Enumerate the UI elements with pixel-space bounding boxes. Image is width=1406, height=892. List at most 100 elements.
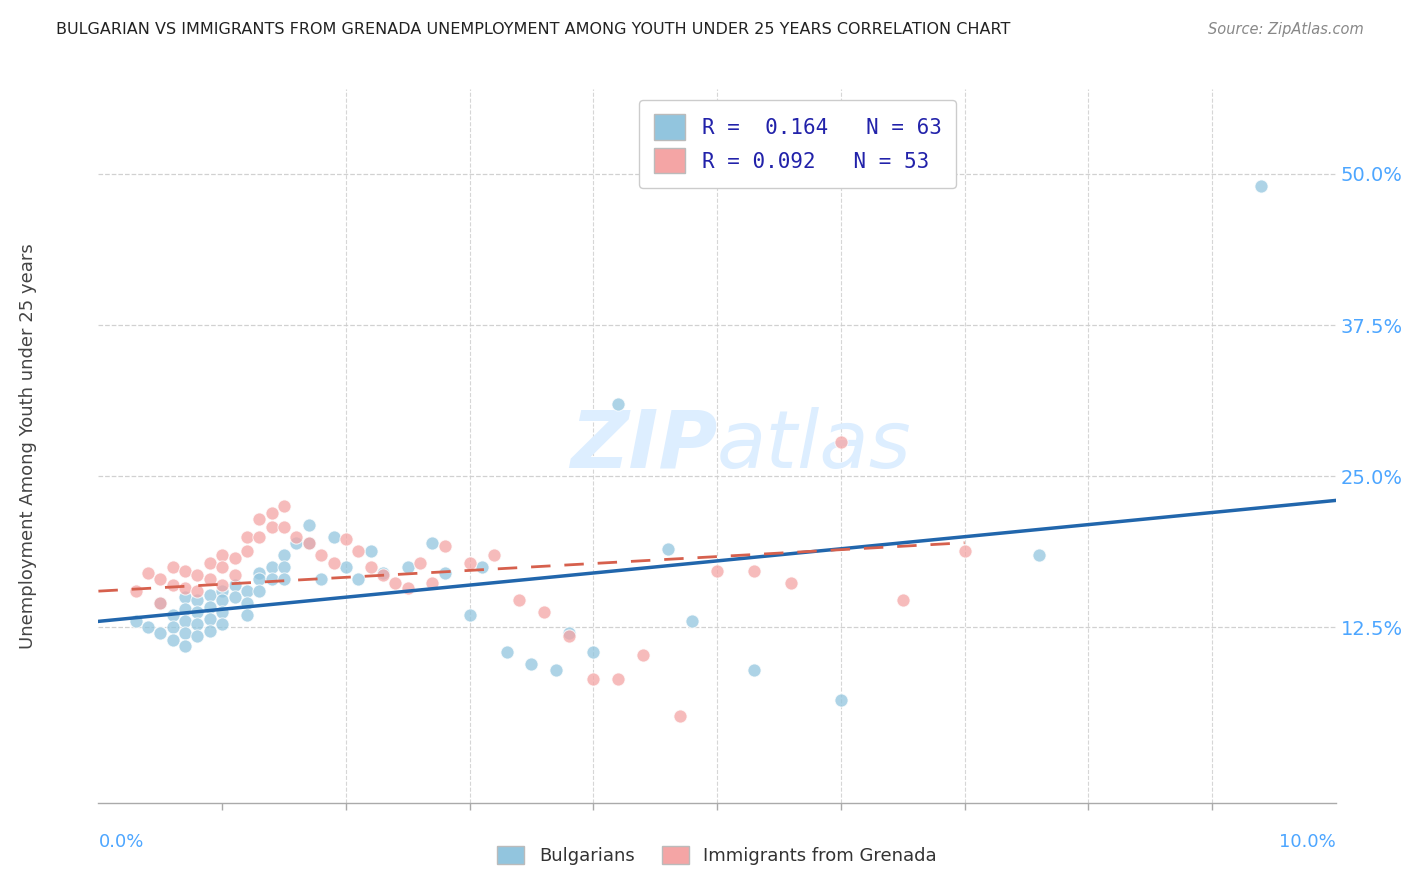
Text: 0.0%: 0.0%: [98, 833, 143, 851]
Point: [236, 530, 259, 544]
Point: [322, 530, 344, 544]
Point: [174, 581, 197, 595]
Point: [471, 560, 494, 574]
Point: [285, 530, 308, 544]
Point: [396, 581, 419, 595]
Point: [174, 626, 197, 640]
Point: [273, 500, 295, 514]
Point: [582, 645, 605, 659]
Point: [557, 629, 579, 643]
Point: [174, 639, 197, 653]
Point: [174, 602, 197, 616]
Point: [371, 568, 394, 582]
Point: [211, 584, 233, 599]
Text: BULGARIAN VS IMMIGRANTS FROM GRENADA UNEMPLOYMENT AMONG YOUTH UNDER 25 YEARS COR: BULGARIAN VS IMMIGRANTS FROM GRENADA UNE…: [56, 22, 1011, 37]
Point: [247, 511, 270, 525]
Text: Unemployment Among Youth under 25 years: Unemployment Among Youth under 25 years: [20, 244, 37, 648]
Point: [742, 564, 765, 578]
Point: [260, 572, 283, 586]
Point: [124, 615, 146, 629]
Point: [309, 548, 332, 562]
Point: [186, 568, 208, 582]
Point: [136, 566, 159, 580]
Point: [508, 592, 530, 607]
Point: [186, 629, 208, 643]
Point: [247, 566, 270, 580]
Text: ZIP: ZIP: [569, 407, 717, 485]
Point: [224, 590, 246, 604]
Point: [211, 548, 233, 562]
Point: [198, 588, 221, 602]
Point: [742, 663, 765, 677]
Point: [174, 615, 197, 629]
Point: [186, 592, 208, 607]
Point: [360, 560, 382, 574]
Point: [273, 520, 295, 534]
Point: [211, 578, 233, 592]
Point: [224, 578, 246, 592]
Point: [224, 568, 246, 582]
Point: [247, 530, 270, 544]
Point: [706, 564, 728, 578]
Point: [211, 616, 233, 631]
Point: [298, 535, 321, 549]
Point: [1250, 178, 1272, 193]
Point: [458, 557, 481, 571]
Point: [360, 544, 382, 558]
Point: [162, 608, 184, 623]
Point: [149, 596, 172, 610]
Point: [186, 616, 208, 631]
Point: [186, 605, 208, 619]
Point: [149, 596, 172, 610]
Point: [335, 532, 357, 546]
Point: [186, 584, 208, 599]
Text: atlas: atlas: [717, 407, 912, 485]
Point: [1028, 548, 1050, 562]
Point: [236, 544, 259, 558]
Point: [780, 575, 803, 590]
Point: [174, 564, 197, 578]
Point: [322, 557, 344, 571]
Point: [422, 575, 444, 590]
Point: [433, 540, 456, 554]
Point: [149, 626, 172, 640]
Point: [136, 620, 159, 634]
Point: [384, 575, 406, 590]
Legend: Bulgarians, Immigrants from Grenada: Bulgarians, Immigrants from Grenada: [491, 838, 943, 872]
Point: [607, 397, 630, 411]
Point: [347, 572, 370, 586]
Text: 10.0%: 10.0%: [1279, 833, 1336, 851]
Point: [830, 693, 852, 707]
Point: [211, 560, 233, 574]
Point: [198, 612, 221, 626]
Point: [495, 645, 517, 659]
Point: [396, 560, 419, 574]
Point: [260, 520, 283, 534]
Point: [149, 572, 172, 586]
Point: [520, 657, 543, 671]
Point: [285, 535, 308, 549]
Point: [236, 584, 259, 599]
Point: [298, 535, 321, 549]
Point: [260, 560, 283, 574]
Point: [347, 544, 370, 558]
Point: [224, 551, 246, 566]
Point: [335, 560, 357, 574]
Point: [891, 592, 914, 607]
Point: [174, 590, 197, 604]
Point: [273, 572, 295, 586]
Point: [247, 572, 270, 586]
Point: [546, 663, 568, 677]
Point: [236, 596, 259, 610]
Point: [371, 566, 394, 580]
Point: [211, 592, 233, 607]
Point: [458, 608, 481, 623]
Point: [198, 572, 221, 586]
Point: [260, 506, 283, 520]
Point: [124, 584, 146, 599]
Point: [409, 557, 432, 571]
Point: [298, 517, 321, 532]
Point: [236, 608, 259, 623]
Point: [533, 605, 555, 619]
Point: [582, 673, 605, 687]
